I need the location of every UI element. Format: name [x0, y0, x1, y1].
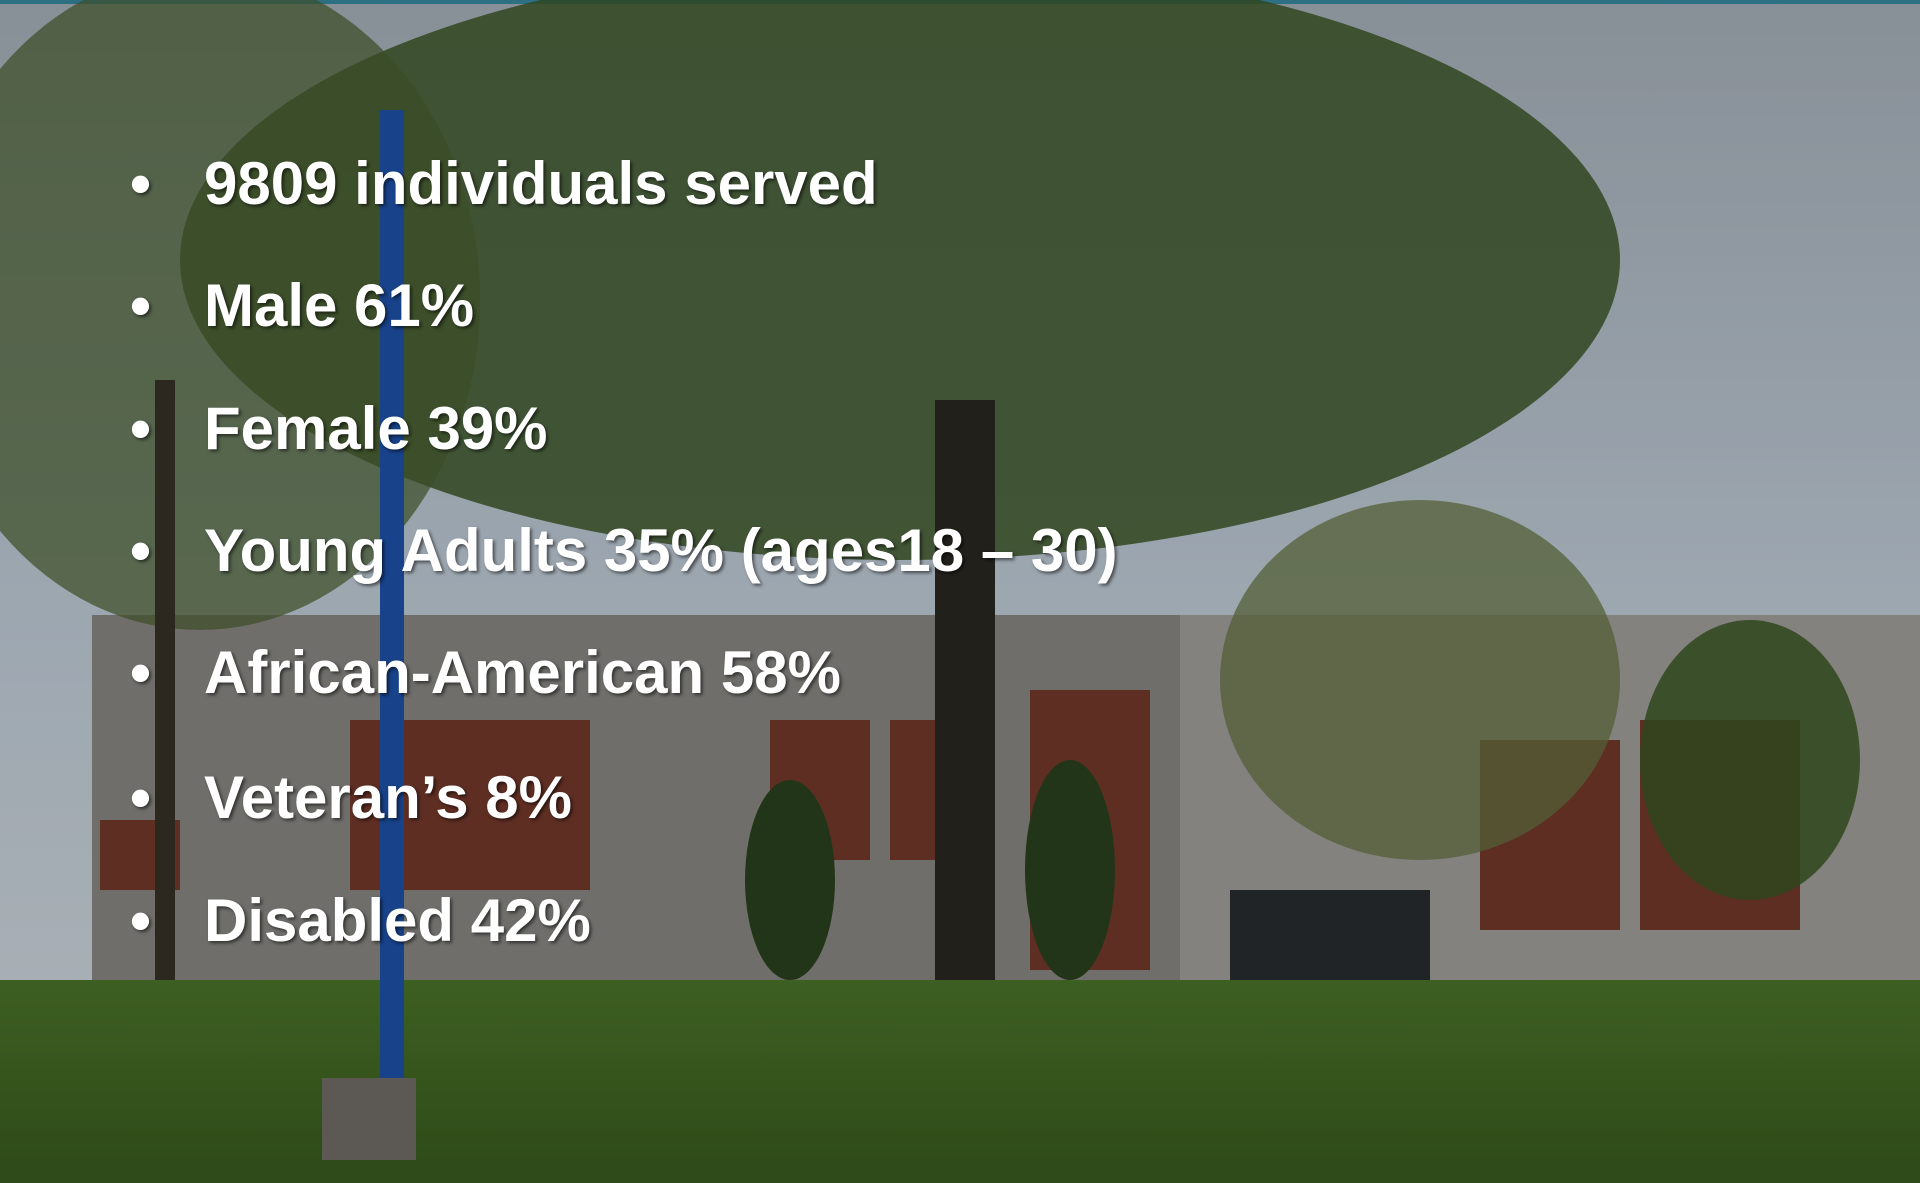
- bullet-text: Male 61%: [204, 272, 474, 339]
- bullet-marker: •: [130, 516, 204, 586]
- bullet-item: •Veteran’s 8%: [130, 763, 572, 833]
- bullet-text: Veteran’s 8%: [204, 764, 572, 831]
- bullet-marker: •: [130, 394, 204, 464]
- bullet-text: Female 39%: [204, 395, 548, 462]
- bullet-marker: •: [130, 149, 204, 219]
- bullet-text: Disabled 42%: [204, 887, 591, 954]
- bullet-marker: •: [130, 886, 204, 956]
- bullet-item: •Young Adults 35% (ages18 – 30): [130, 516, 1118, 586]
- bullet-marker: •: [130, 271, 204, 341]
- bullet-item: •Female 39%: [130, 394, 548, 464]
- bullet-text: 9809 individuals served: [204, 150, 878, 217]
- bullet-item: •Disabled 42%: [130, 886, 591, 956]
- bullet-list: •9809 individuals served•Male 61%•Female…: [0, 0, 1920, 1183]
- bullet-item: •Male 61%: [130, 271, 474, 341]
- slide: •9809 individuals served•Male 61%•Female…: [0, 0, 1920, 1183]
- bullet-marker: •: [130, 763, 204, 833]
- bullet-item: •9809 individuals served: [130, 149, 878, 219]
- bullet-marker: •: [130, 638, 204, 708]
- bullet-text: African-American 58%: [204, 639, 841, 706]
- bullet-item: •African-American 58%: [130, 638, 841, 708]
- bullet-text: Young Adults 35% (ages18 – 30): [204, 517, 1118, 584]
